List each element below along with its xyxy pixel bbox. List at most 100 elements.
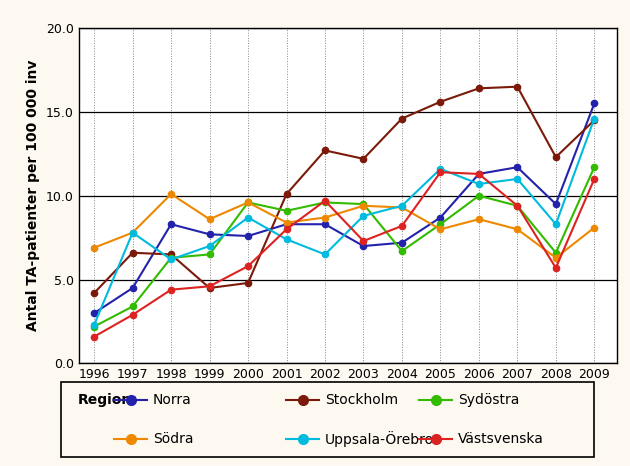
Västsvenska [437, 170, 444, 175]
Södra [244, 199, 252, 205]
Södra [360, 203, 367, 209]
Södra [129, 230, 137, 235]
Stockholm [475, 86, 483, 91]
Uppsala-Örebro [475, 181, 483, 187]
Text: Västsvenska: Västsvenska [458, 432, 544, 445]
Södra [321, 215, 329, 220]
Sydöstra [398, 248, 406, 254]
Stockholm [437, 99, 444, 104]
Line: Västsvenska: Västsvenska [91, 169, 597, 340]
Norra [513, 164, 521, 170]
Västsvenska [321, 198, 329, 204]
Sydöstra [513, 203, 521, 209]
Stockholm [321, 148, 329, 153]
Västsvenska [244, 263, 252, 269]
Sydöstra [129, 304, 137, 309]
Södra [552, 255, 559, 260]
Västsvenska [360, 238, 367, 244]
Y-axis label: Antal TA-patienter per 100 000 inv: Antal TA-patienter per 100 000 inv [26, 60, 40, 331]
Uppsala-Örebro [398, 203, 406, 209]
Södra [283, 220, 290, 226]
Stockholm [590, 117, 598, 123]
Sydöstra [244, 199, 252, 205]
Sydöstra [90, 324, 98, 329]
Västsvenska [475, 171, 483, 177]
Line: Uppsala-Örebro: Uppsala-Örebro [91, 116, 597, 328]
Sydöstra [475, 193, 483, 199]
Line: Norra: Norra [91, 100, 597, 316]
Västsvenska [129, 312, 137, 318]
Text: Uppsala-Örebro: Uppsala-Örebro [325, 431, 434, 447]
Text: Norra: Norra [153, 393, 192, 407]
Stockholm [552, 154, 559, 160]
Sydöstra [283, 208, 290, 213]
Sydöstra [168, 255, 175, 260]
Stockholm [90, 290, 98, 296]
Uppsala-Örebro [513, 176, 521, 182]
Text: Sydöstra: Sydöstra [458, 393, 519, 407]
Norra [398, 240, 406, 246]
Line: Stockholm: Stockholm [91, 83, 597, 296]
Stockholm [513, 84, 521, 89]
Uppsala-Örebro [283, 237, 290, 242]
Södra [168, 191, 175, 197]
Norra [244, 233, 252, 239]
X-axis label: Inklusionsår: Inklusionsår [295, 387, 401, 402]
Stockholm [283, 191, 290, 197]
FancyBboxPatch shape [62, 382, 593, 457]
Text: Region:: Region: [78, 393, 138, 407]
Stockholm [129, 250, 137, 255]
Västsvenska [168, 287, 175, 293]
Västsvenska [513, 203, 521, 209]
Stockholm [360, 156, 367, 162]
Uppsala-Örebro [590, 116, 598, 121]
Stockholm [168, 252, 175, 257]
Norra [321, 221, 329, 227]
Norra [437, 215, 444, 220]
Norra [168, 221, 175, 227]
Text: Södra: Södra [153, 432, 193, 445]
Uppsala-Örebro [129, 230, 137, 235]
Västsvenska [552, 265, 559, 271]
Line: Södra: Södra [91, 191, 597, 261]
Stockholm [398, 116, 406, 121]
Södra [206, 216, 214, 222]
Västsvenska [206, 283, 214, 289]
Norra [590, 101, 598, 106]
Södra [513, 226, 521, 232]
Norra [360, 243, 367, 249]
Stockholm [244, 280, 252, 286]
Uppsala-Örebro [360, 213, 367, 219]
Södra [590, 225, 598, 230]
Västsvenska [283, 226, 290, 232]
Norra [552, 201, 559, 207]
Södra [398, 205, 406, 210]
Västsvenska [90, 334, 98, 339]
Västsvenska [590, 176, 598, 182]
Södra [90, 245, 98, 251]
Norra [206, 232, 214, 237]
Norra [90, 310, 98, 316]
Norra [475, 171, 483, 177]
Sydöstra [590, 164, 598, 170]
Västsvenska [398, 223, 406, 229]
Uppsala-Örebro [552, 221, 559, 227]
Uppsala-Örebro [321, 252, 329, 257]
Sydöstra [437, 221, 444, 227]
Sydöstra [360, 201, 367, 207]
Norra [283, 221, 290, 227]
Uppsala-Örebro [168, 257, 175, 262]
Stockholm [206, 285, 214, 291]
Södra [475, 216, 483, 222]
Norra [129, 285, 137, 291]
Sydöstra [552, 250, 559, 255]
Södra [437, 226, 444, 232]
Uppsala-Örebro [206, 243, 214, 249]
Uppsala-Örebro [437, 166, 444, 171]
Sydöstra [321, 199, 329, 205]
Sydöstra [206, 252, 214, 257]
Uppsala-Örebro [90, 322, 98, 328]
Text: Stockholm: Stockholm [325, 393, 398, 407]
Line: Sydöstra: Sydöstra [91, 164, 597, 330]
Uppsala-Örebro [244, 215, 252, 220]
